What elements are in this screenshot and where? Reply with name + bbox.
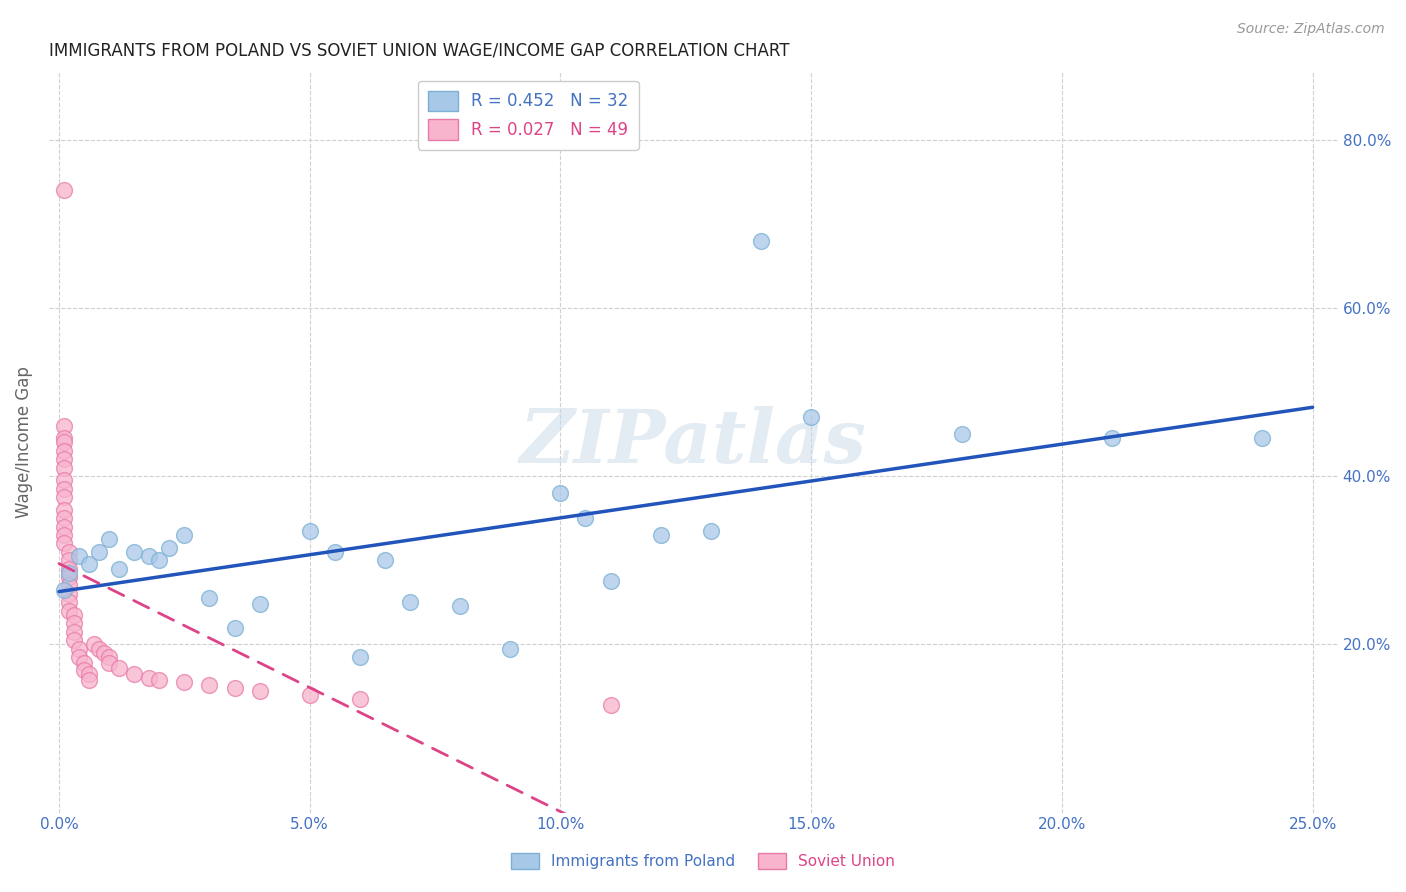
Point <box>53 443 76 458</box>
Point <box>198 591 221 605</box>
Point <box>53 460 76 475</box>
Point <box>53 183 76 197</box>
Point <box>138 671 160 685</box>
Point <box>53 502 76 516</box>
Point <box>650 528 672 542</box>
Legend: R = 0.452   N = 32, R = 0.027   N = 49: R = 0.452 N = 32, R = 0.027 N = 49 <box>418 81 638 150</box>
Legend: Immigrants from Poland, Soviet Union: Immigrants from Poland, Soviet Union <box>505 847 901 875</box>
Point <box>148 673 170 687</box>
Point <box>77 673 100 687</box>
Point <box>374 553 396 567</box>
Point <box>950 427 973 442</box>
Point <box>93 646 115 660</box>
Point <box>224 620 246 634</box>
Point <box>449 599 471 614</box>
Point <box>58 578 80 592</box>
Point <box>53 418 76 433</box>
Point <box>58 561 80 575</box>
Point <box>58 587 80 601</box>
Point <box>53 473 76 487</box>
Point <box>249 597 271 611</box>
Point <box>122 545 145 559</box>
Point <box>53 528 76 542</box>
Text: ZIPatlas: ZIPatlas <box>520 406 866 479</box>
Point <box>77 666 100 681</box>
Point <box>98 532 121 546</box>
Point <box>349 649 371 664</box>
Point <box>599 698 621 712</box>
Point <box>298 524 321 538</box>
Point <box>800 410 823 425</box>
Point <box>77 558 100 572</box>
Point <box>87 641 110 656</box>
Point <box>1101 431 1123 445</box>
Text: IMMIGRANTS FROM POLAND VS SOVIET UNION WAGE/INCOME GAP CORRELATION CHART: IMMIGRANTS FROM POLAND VS SOVIET UNION W… <box>49 42 790 60</box>
Point <box>63 616 86 631</box>
Point <box>700 524 723 538</box>
Text: Source: ZipAtlas.com: Source: ZipAtlas.com <box>1237 22 1385 37</box>
Point <box>63 633 86 648</box>
Point <box>108 561 131 575</box>
Point <box>298 688 321 702</box>
Point <box>53 490 76 504</box>
Point <box>53 582 76 597</box>
Point <box>58 553 80 567</box>
Point <box>58 566 80 580</box>
Point <box>67 549 90 563</box>
Point <box>574 511 596 525</box>
Point <box>399 595 422 609</box>
Y-axis label: Wage/Income Gap: Wage/Income Gap <box>15 367 32 518</box>
Point <box>173 675 195 690</box>
Point <box>67 649 90 664</box>
Point <box>53 431 76 445</box>
Point <box>749 234 772 248</box>
Point <box>1251 431 1274 445</box>
Point <box>63 607 86 622</box>
Point <box>53 435 76 450</box>
Point <box>58 595 80 609</box>
Point <box>53 511 76 525</box>
Point <box>67 641 90 656</box>
Point <box>157 541 180 555</box>
Point <box>58 545 80 559</box>
Point <box>73 656 96 670</box>
Point <box>108 661 131 675</box>
Point <box>53 482 76 496</box>
Point <box>249 683 271 698</box>
Point <box>599 574 621 589</box>
Point <box>224 681 246 695</box>
Point <box>349 692 371 706</box>
Point <box>53 536 76 550</box>
Point <box>122 666 145 681</box>
Point <box>83 637 105 651</box>
Point <box>323 545 346 559</box>
Point <box>63 624 86 639</box>
Point <box>499 641 522 656</box>
Point <box>58 604 80 618</box>
Point <box>73 663 96 677</box>
Point <box>53 452 76 467</box>
Point <box>87 545 110 559</box>
Point <box>198 678 221 692</box>
Point <box>98 649 121 664</box>
Point <box>53 519 76 533</box>
Point <box>58 570 80 584</box>
Point <box>98 656 121 670</box>
Point <box>173 528 195 542</box>
Point <box>148 553 170 567</box>
Point <box>550 486 572 500</box>
Point <box>138 549 160 563</box>
